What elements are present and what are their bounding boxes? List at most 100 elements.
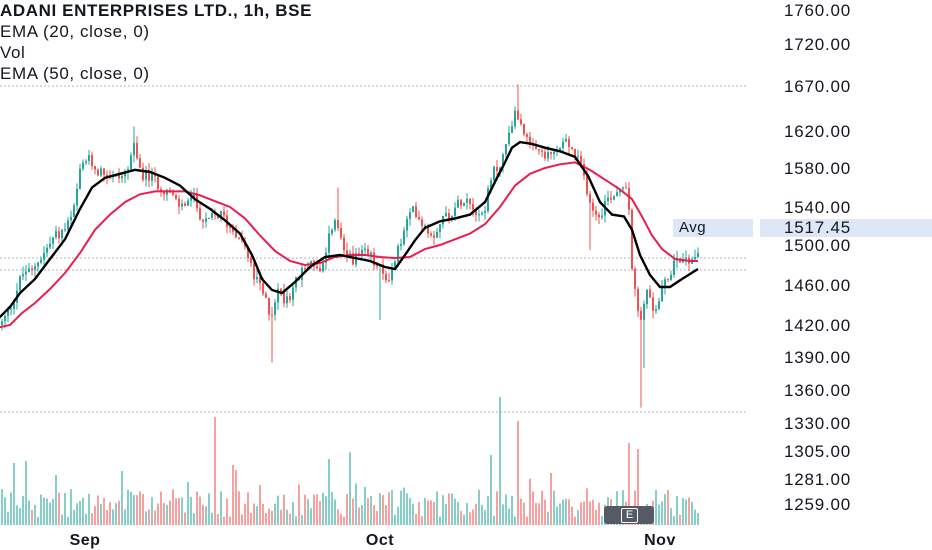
volume-bar xyxy=(355,483,357,525)
volume-bar xyxy=(175,498,177,525)
candle-body xyxy=(649,289,651,298)
candle-body xyxy=(271,314,273,316)
price-axis[interactable]: 1760.00 1720.00 1670.00 1620.00 1580.00 1540.… xyxy=(784,1,851,514)
candle-body xyxy=(130,155,132,170)
candle-body xyxy=(274,302,276,315)
candle-body xyxy=(628,187,630,210)
volume-bar xyxy=(73,509,75,525)
volume-bar xyxy=(655,490,657,525)
volume-bar xyxy=(595,509,597,525)
candle-body xyxy=(454,207,456,216)
volume-bar xyxy=(103,498,105,525)
volume-bars xyxy=(1,397,699,525)
legend-vol[interactable]: Vol xyxy=(0,43,26,62)
candle-body xyxy=(331,229,333,234)
volume-bar xyxy=(199,496,201,525)
candle-body xyxy=(187,200,189,207)
candle-body xyxy=(211,212,213,218)
volume-bar xyxy=(493,515,495,525)
volume-bar xyxy=(349,452,351,525)
candle-body xyxy=(601,215,603,218)
volume-bar xyxy=(286,509,288,525)
y-tick-label: 1460.00 xyxy=(784,276,851,295)
volume-bar xyxy=(148,509,150,525)
candle-body xyxy=(346,250,348,256)
candle-body xyxy=(193,192,195,198)
volume-bar xyxy=(280,509,282,525)
candle-body xyxy=(106,174,108,177)
candle-body xyxy=(28,268,30,272)
candle-body xyxy=(343,237,345,251)
volume-bar xyxy=(226,498,228,525)
candle-body xyxy=(514,110,516,127)
events-button-label: E xyxy=(621,508,638,523)
volume-bar xyxy=(388,492,390,525)
candle-body xyxy=(361,249,363,255)
volume-bar xyxy=(412,503,414,525)
volume-bar xyxy=(4,497,6,525)
volume-bar xyxy=(139,491,141,525)
candle-body xyxy=(265,293,267,298)
candle-body xyxy=(616,192,618,197)
volume-bar xyxy=(415,513,417,525)
volume-bar xyxy=(517,421,519,525)
legend-ema20[interactable]: EMA (20, close, 0) xyxy=(0,22,150,41)
volume-bar xyxy=(133,495,135,525)
volume-bar xyxy=(688,497,690,525)
candle-body xyxy=(334,220,336,230)
candle-body xyxy=(208,217,210,219)
candle-body xyxy=(268,297,270,315)
candle-body xyxy=(52,237,54,244)
volume-bar xyxy=(511,495,513,525)
volume-bar xyxy=(568,499,570,525)
legend-title[interactable]: ADANI ENTERPRISES LTD., 1h, BSE xyxy=(0,1,313,20)
time-axis[interactable]: Sep Oct Nov xyxy=(70,532,676,549)
candle-body xyxy=(391,269,393,281)
y-tick-label: 1580.00 xyxy=(784,159,851,178)
candle-body xyxy=(490,180,492,189)
volume-bar xyxy=(64,492,66,525)
volume-bar xyxy=(490,455,492,525)
volume-bar xyxy=(571,506,573,525)
volume-bar xyxy=(691,501,693,525)
volume-bar xyxy=(91,513,93,525)
volume-bar xyxy=(166,504,168,525)
volume-bar xyxy=(697,512,699,525)
volume-bar xyxy=(70,489,72,525)
volume-bar xyxy=(529,478,531,525)
candle-body xyxy=(475,209,477,215)
candle-body xyxy=(655,309,657,311)
candle-body xyxy=(547,151,549,159)
volume-bar xyxy=(679,514,681,525)
volume-bar xyxy=(475,503,477,525)
volume-bar xyxy=(13,463,15,525)
y-tick-label: 1305.00 xyxy=(784,442,851,461)
candle-body xyxy=(469,198,471,204)
volume-bar xyxy=(484,509,486,525)
volume-bar xyxy=(289,513,291,525)
volume-bar xyxy=(298,484,300,525)
volume-bar xyxy=(364,486,366,525)
volume-bar xyxy=(331,491,333,525)
candle-body xyxy=(58,231,60,239)
candle-body xyxy=(178,198,180,207)
candle-body xyxy=(640,310,642,320)
volume-bar xyxy=(292,502,294,525)
volume-bar xyxy=(577,510,579,525)
candle-body xyxy=(661,287,663,302)
candle-body xyxy=(199,208,201,220)
candle-body xyxy=(259,277,261,283)
candle-body xyxy=(505,144,507,155)
candle-body xyxy=(445,213,447,217)
legend-ema50[interactable]: EMA (50, close, 0) xyxy=(0,64,150,83)
candle-body xyxy=(415,206,417,217)
events-button[interactable]: E xyxy=(604,506,654,524)
volume-bar xyxy=(316,494,318,525)
candle-body xyxy=(493,166,495,181)
volume-bar xyxy=(547,511,549,525)
candle-body xyxy=(304,267,306,270)
volume-bar xyxy=(118,500,120,525)
volume-bar xyxy=(202,504,204,525)
candle-body xyxy=(397,245,399,262)
